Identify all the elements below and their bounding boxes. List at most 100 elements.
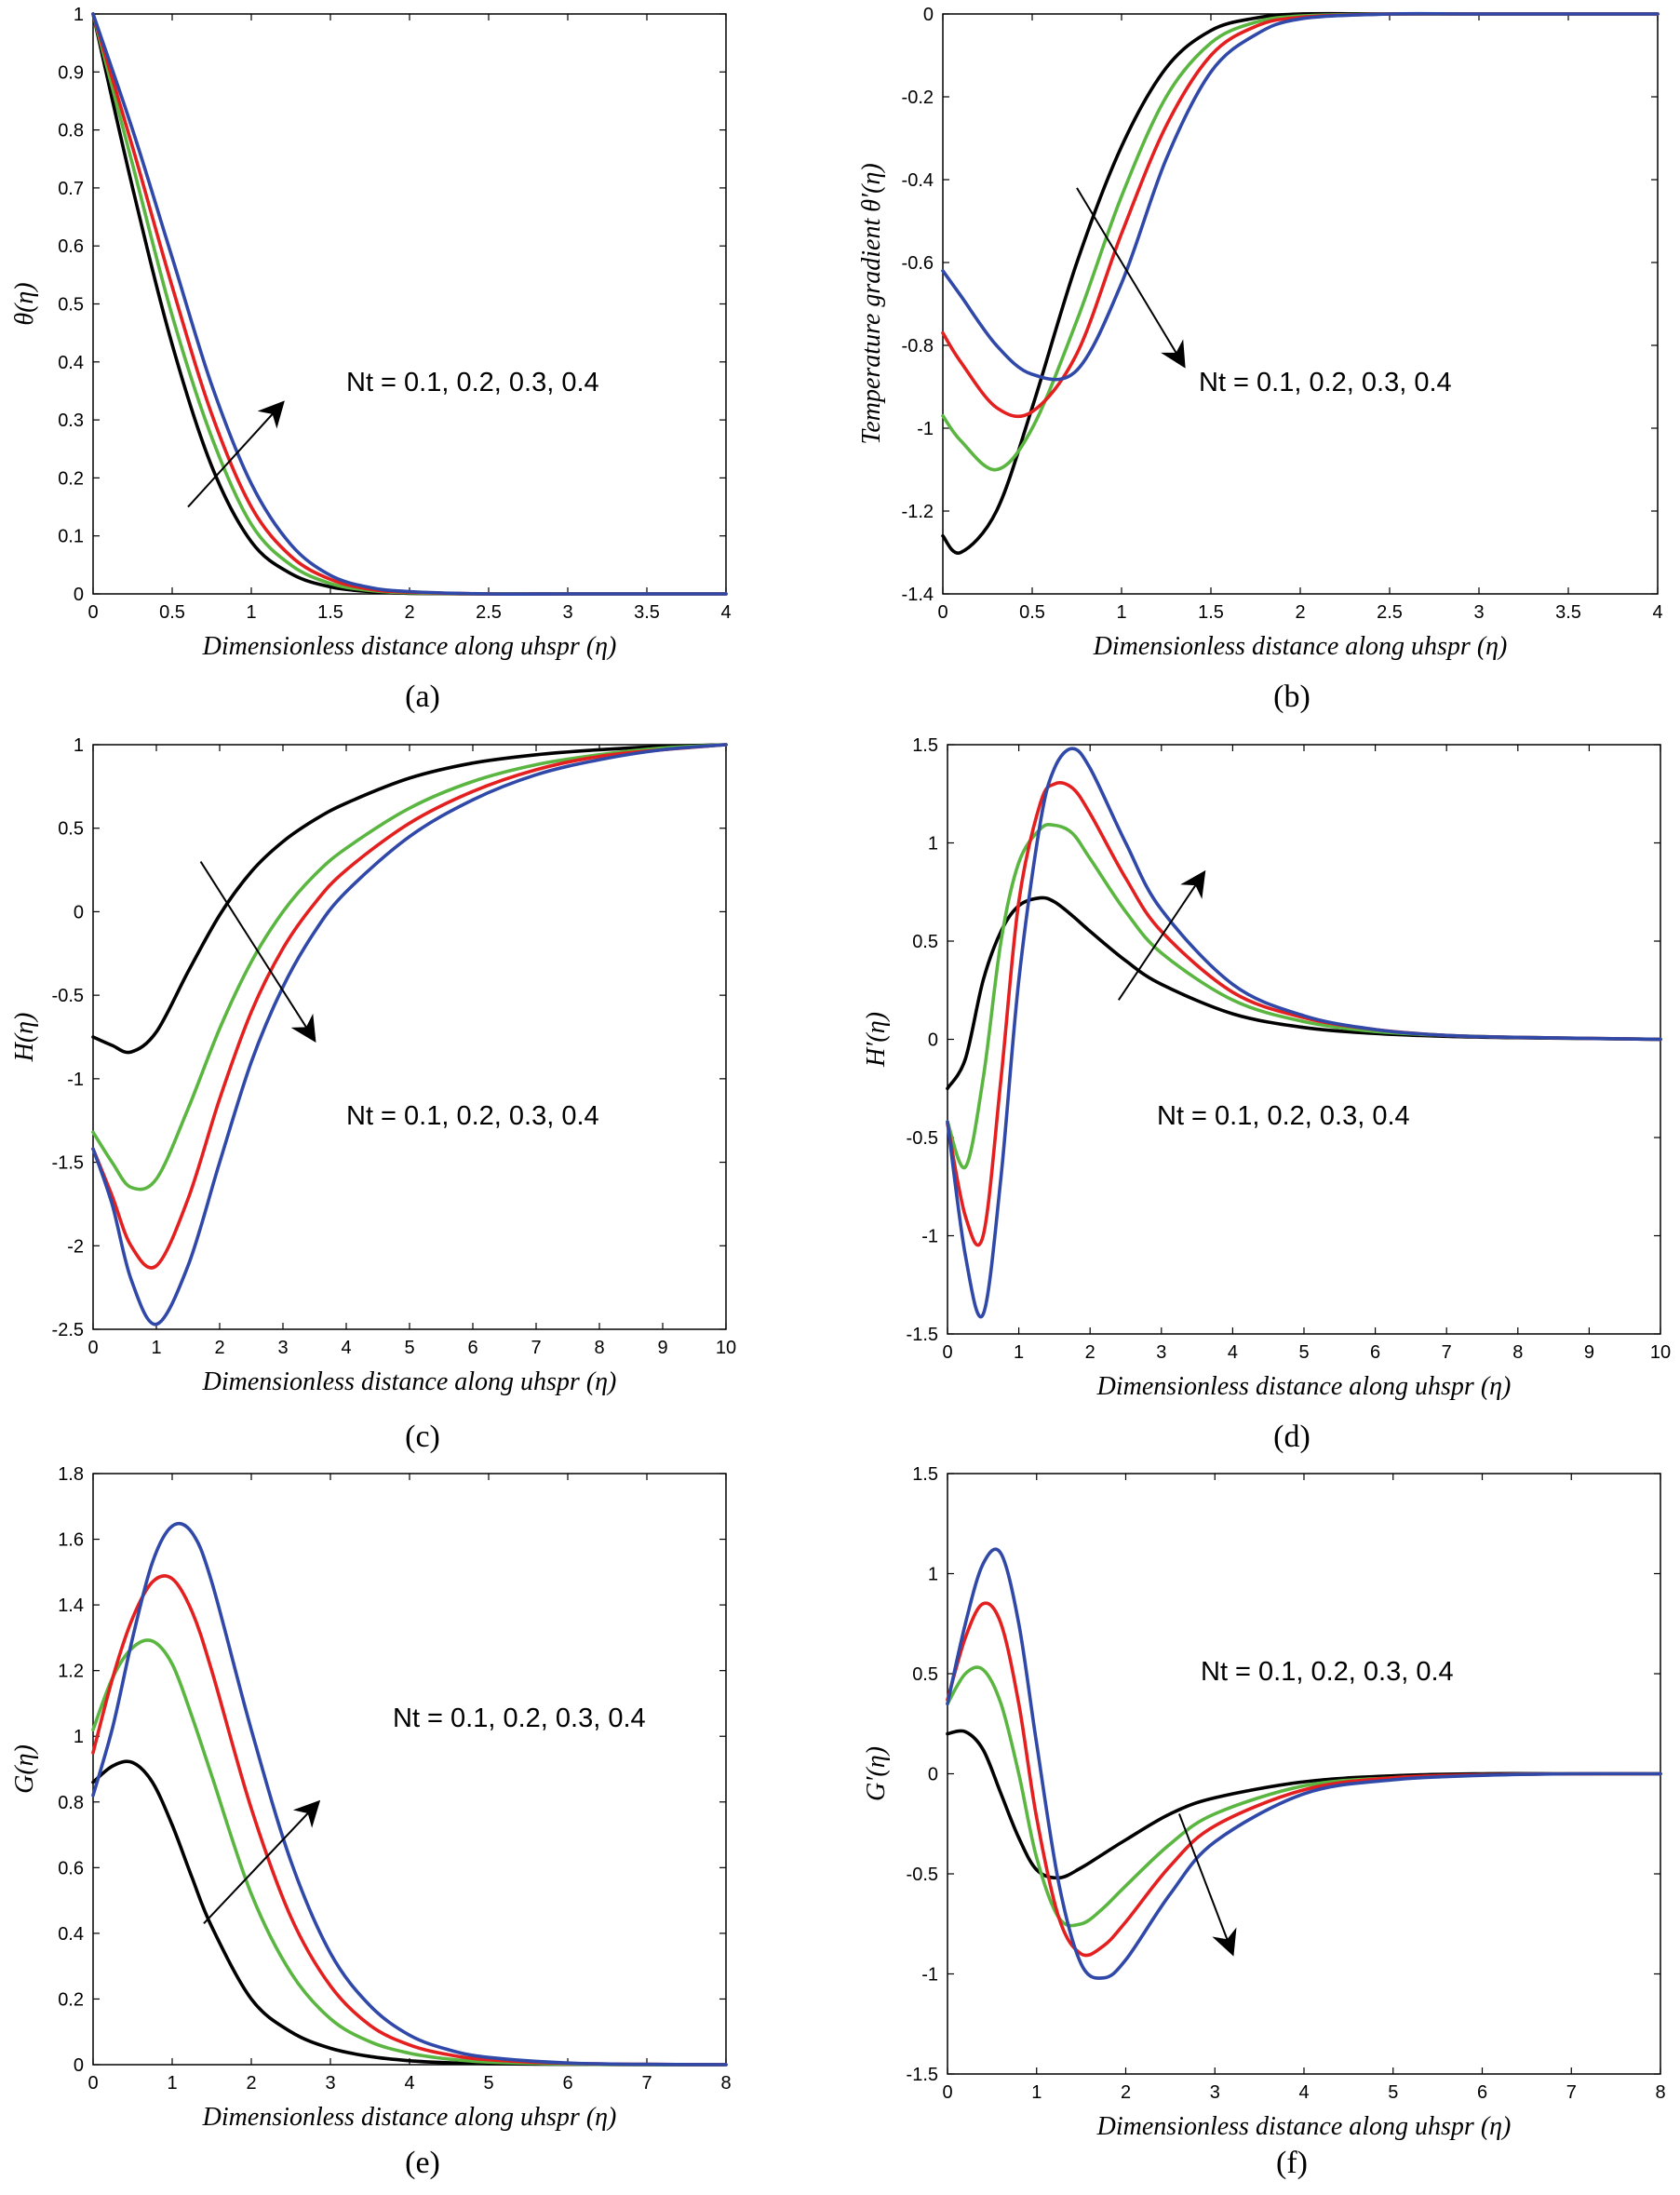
panel-a-y-tick-label: 0.2 (58, 468, 84, 489)
panel-e-y-tick-label: 1 (74, 1727, 84, 1747)
panel-e-x-tick-label: 7 (641, 2073, 652, 2094)
caption-a: (a) (405, 680, 440, 714)
panel-b-y-tick-label: -0.2 (902, 88, 934, 108)
panel-c-x-tick-label: 10 (716, 1338, 736, 1358)
panel-a-y-tick-label: 0.6 (58, 236, 84, 257)
panel-d-x-tick-label: 6 (1370, 1342, 1380, 1363)
panel-b-y-tick-label: -0.4 (902, 170, 934, 191)
panel-d-x-tick-label: 5 (1298, 1342, 1309, 1363)
panel-f-y-tick-label: 0 (928, 1765, 938, 1785)
panel-f-annotation: Nt = 0.1, 0.2, 0.3, 0.4 (1201, 1657, 1454, 1687)
panel-e-x-tick-label: 1 (167, 2073, 177, 2094)
panel-f-y-axis-label: G′(η) (862, 1746, 891, 1801)
panel-d-y-tick-label: 0.5 (912, 932, 938, 952)
panel-b-x-tick-label: 0 (937, 602, 948, 623)
panel-b-y-tick-label: -1.2 (902, 502, 934, 522)
panel-c-x-tick-label: 5 (404, 1338, 414, 1358)
panel-c: 0 1 2 3 4 5 6 7 8 9 10 -2.5 -2 -1.5 -1 -0.5 0 0.5 1 Dimensi… (10, 735, 736, 1396)
panel-a-plot-area (92, 13, 727, 595)
panel-b-y-tick-label: 0 (923, 5, 934, 25)
panel-b-annotation: Nt = 0.1, 0.2, 0.3, 0.4 (1199, 368, 1452, 397)
panel-f-x-tick-label: 7 (1566, 2082, 1577, 2103)
panel-a-trend-arrow (187, 400, 285, 508)
panel-b-y-tick-label: -1 (917, 419, 934, 439)
panel-a-y-tick-label: 0.5 (58, 295, 84, 316)
panel-a-x-tick-label: 2 (404, 602, 414, 623)
panel-b-x-tick-label: 3.5 (1555, 602, 1581, 623)
panel-f-y-tick-label: -0.5 (907, 1865, 938, 1885)
panel-c-y-tick-label: 0 (74, 902, 84, 922)
panel-b-x-tick-label: 2.5 (1377, 602, 1403, 623)
panel-a-x-tick-label: 3.5 (634, 602, 660, 623)
panel-b-y-tick-label: -0.6 (902, 253, 934, 274)
panel-c-x-tick-label: 0 (87, 1338, 98, 1358)
panel-c-trend-arrow (199, 861, 316, 1043)
caption-e: (e) (405, 2146, 440, 2180)
panel-f-x-tick-label: 6 (1477, 2082, 1487, 2103)
panel-a-y-tick-label: 1 (74, 5, 84, 25)
panel-d: 0 1 2 3 4 5 6 7 8 9 10 -1.5 -1 -0.5 0 0.5 1 1.5 Dimensionl… (862, 735, 1671, 1401)
panel-e-y-tick-label: 0.4 (58, 1924, 84, 1945)
panel-e-x-axis-label: Dimensionless distance along uhspr (η) (202, 2103, 617, 2132)
panel-a-x-axis-label: Dimensionless distance along uhspr (η) (202, 632, 617, 661)
panel-d-y-axis-label: H′(η) (862, 1012, 891, 1068)
panel-f-x-tick-label: 5 (1388, 2082, 1398, 2103)
panel-c-y-tick-label: 1 (74, 735, 84, 756)
panel-a-annotation: Nt = 0.1, 0.2, 0.3, 0.4 (346, 368, 599, 397)
panel-c-y-tick-label: -1.5 (52, 1153, 84, 1174)
panel-f-y-tick-label: 0.5 (912, 1664, 938, 1685)
panel-c-x-tick-label: 8 (594, 1338, 604, 1358)
panel-a-y-tick-label: 0.8 (58, 121, 84, 141)
panel-e-x-tick-label: 6 (562, 2073, 572, 2094)
panel-e-x-tick-label: 2 (246, 2073, 256, 2094)
panel-c-y-tick-label: -2 (67, 1236, 84, 1257)
panel-e-x-tick-label: 3 (325, 2073, 335, 2094)
panel-c-x-tick-label: 2 (214, 1338, 224, 1358)
panel-c-series-Nt_0-1 (91, 743, 728, 1055)
panel-f: 0 1 2 3 4 5 6 7 8 -1.5 -1 -0.5 0 0.5 1 1.5 Dimensionless… (862, 1464, 1666, 2141)
panel-a-x-tick-label: 0.5 (159, 602, 185, 623)
panel-d-x-axis-label: Dimensionless distance along uhspr (η) (1096, 1372, 1512, 1401)
panel-d-x-tick-label: 7 (1442, 1342, 1452, 1363)
panel-f-y-tick-label: -1.5 (907, 2065, 938, 2085)
panel-a-x-tick-label: 1.5 (317, 602, 343, 623)
panel-c-series-Nt_0-2 (91, 743, 728, 1192)
panel-e-x-tick-label: 8 (720, 2073, 731, 2094)
panel-f-y-tick-label: 1 (928, 1565, 938, 1585)
panel-d-x-tick-label: 2 (1085, 1342, 1095, 1363)
panel-c-y-tick-label: -0.5 (52, 986, 84, 1006)
panel-b-x-tick-label: 1.5 (1198, 602, 1224, 623)
panel-d-x-tick-label: 9 (1584, 1342, 1594, 1363)
panel-f-x-tick-label: 0 (942, 2082, 952, 2103)
panel-a-x-tick-label: 2.5 (476, 602, 502, 623)
panel-e-trend-arrow (203, 1799, 321, 1924)
panel-c-series-Nt_0-4 (91, 743, 728, 1326)
panel-d-y-tick-label: -1.5 (907, 1325, 938, 1345)
panel-d-y-tick-label: 1.5 (912, 735, 938, 756)
panel-f-series-Nt_0-4 (946, 1547, 1662, 1980)
panel-c-y-tick-label: 0.5 (58, 819, 84, 840)
panel-d-y-tick-label: 1 (928, 834, 938, 855)
panel-b-x-tick-label: 4 (1652, 602, 1662, 623)
panel-d-x-tick-label: 8 (1512, 1342, 1523, 1363)
panel-f-y-tick-label: 1.5 (912, 1464, 938, 1485)
panel-a-series-Nt_0-4 (91, 12, 728, 596)
panel-f-x-tick-label: 4 (1298, 2082, 1309, 2103)
panel-f-x-tick-label: 1 (1031, 2082, 1042, 2103)
panel-e-x-tick-label: 5 (483, 2073, 493, 2094)
panel-a: 0 0.5 1 1.5 2 2.5 3 3.5 4 0 0.1 0.2 0.3 0.4 0.5 0.6 0.7 0… (10, 5, 732, 661)
panel-b-y-tick-label: -1.4 (902, 585, 934, 605)
panel-a-y-tick-label: 0.9 (58, 62, 84, 83)
panel-f-y-tick-label: -1 (921, 1965, 938, 1986)
panel-a-x-tick-label: 3 (562, 602, 572, 623)
panel-d-x-tick-label: 0 (942, 1342, 952, 1363)
panel-b-x-axis-label: Dimensionless distance along uhspr (η) (1093, 632, 1508, 661)
panel-c-x-tick-label: 3 (277, 1338, 288, 1358)
panel-c-plot-area (92, 744, 727, 1330)
panel-f-x-tick-label: 3 (1210, 2082, 1220, 2103)
panel-e-y-tick-label: 0 (74, 2055, 84, 2076)
panel-d-x-tick-label: 10 (1650, 1342, 1671, 1363)
panel-d-y-tick-label: 0 (928, 1030, 938, 1051)
panel-e-y-tick-label: 1.6 (58, 1530, 84, 1551)
panel-e-plot-area (92, 1473, 727, 2066)
